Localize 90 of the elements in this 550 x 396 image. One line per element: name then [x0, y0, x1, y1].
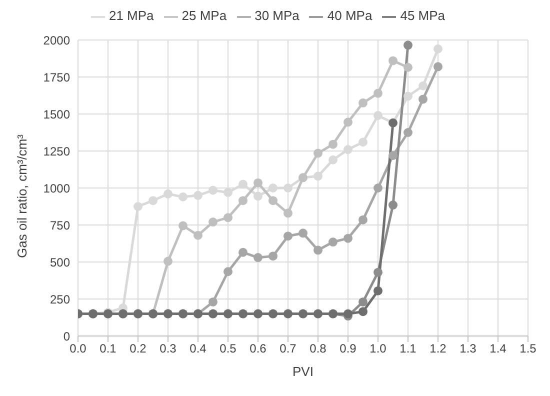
point	[134, 202, 142, 211]
point	[358, 307, 368, 316]
point	[358, 297, 368, 306]
x-tick-label: 0.9	[340, 342, 357, 356]
point	[178, 221, 188, 230]
point	[178, 192, 188, 202]
x-tick-label: 1.5	[520, 342, 537, 356]
point	[344, 145, 352, 154]
point	[388, 56, 398, 66]
point	[434, 62, 442, 72]
point	[314, 172, 322, 181]
x-tick-label: 0.7	[280, 342, 297, 356]
point	[404, 128, 412, 137]
point	[418, 94, 428, 104]
point	[298, 228, 308, 238]
point	[224, 267, 232, 276]
x-tick-label: 0.6	[250, 342, 267, 356]
y-tick-label: 1500	[43, 107, 70, 122]
point	[314, 148, 322, 158]
point	[404, 40, 412, 50]
point	[284, 232, 292, 241]
point	[208, 186, 218, 195]
point	[358, 215, 368, 224]
point	[268, 184, 278, 192]
y-tick-label: 0	[63, 329, 70, 344]
point	[328, 155, 338, 164]
x-tick-label: 1.0	[370, 342, 387, 356]
point	[224, 213, 232, 222]
point	[268, 196, 278, 206]
x-tick-label: 0.2	[130, 342, 147, 356]
point	[254, 178, 262, 188]
point	[404, 92, 412, 101]
point	[148, 196, 158, 206]
x-tick-label: 1.3	[460, 342, 477, 356]
point	[344, 118, 352, 127]
point	[374, 184, 382, 192]
point	[374, 110, 382, 120]
point	[254, 253, 262, 262]
point	[254, 192, 262, 201]
x-tick-label: 0.1	[100, 342, 117, 356]
point	[314, 246, 322, 255]
x-tick-label: 0.8	[310, 342, 327, 356]
point	[238, 196, 248, 206]
y-tick-label: 1750	[43, 70, 70, 84]
y-tick-label: 2000	[43, 33, 70, 48]
point	[358, 138, 368, 147]
point	[374, 88, 382, 98]
point	[208, 218, 218, 227]
point	[194, 190, 202, 200]
legend-label: 30 MPa	[254, 8, 300, 23]
y-tick-label: 500	[50, 255, 70, 270]
x-tick-label: 1.2	[430, 342, 447, 356]
point	[268, 252, 278, 261]
point	[434, 44, 442, 54]
point	[238, 180, 248, 189]
x-tick-label: 0.4	[190, 342, 207, 356]
point	[328, 238, 338, 247]
point	[344, 309, 352, 318]
y-tick-label: 1000	[43, 181, 70, 196]
point	[224, 188, 232, 197]
legend-label: 25 MPa	[182, 8, 227, 23]
point	[208, 297, 218, 306]
point	[404, 62, 412, 72]
x-tick-label: 0.0	[70, 342, 87, 356]
x-tick-label: 0.5	[220, 342, 237, 356]
point	[344, 234, 352, 243]
legend-label: 21 MPa	[108, 8, 154, 23]
legend-label: 45 MPa	[400, 8, 446, 23]
point	[388, 150, 398, 160]
y-tick-label: 750	[50, 218, 70, 232]
x-tick-label: 0.3	[160, 342, 177, 356]
x-axis-title: PVI	[292, 364, 314, 379]
point	[374, 286, 382, 296]
point	[284, 208, 292, 218]
y-tick-label: 1250	[43, 144, 70, 158]
y-axis-title: Gas oil ratio, cm³/cm³	[14, 134, 30, 258]
point	[328, 140, 338, 149]
point	[418, 81, 428, 90]
point	[164, 256, 172, 266]
point	[164, 189, 172, 198]
y-tick-label: 250	[50, 292, 70, 306]
x-tick-label: 1.4	[490, 342, 507, 356]
point	[238, 248, 248, 257]
x-tick-label: 1.1	[400, 342, 417, 356]
legend-label: 40 MPa	[327, 8, 372, 23]
point	[374, 268, 382, 277]
point	[284, 184, 292, 192]
point	[194, 230, 202, 240]
point	[358, 98, 368, 108]
point	[388, 200, 398, 210]
